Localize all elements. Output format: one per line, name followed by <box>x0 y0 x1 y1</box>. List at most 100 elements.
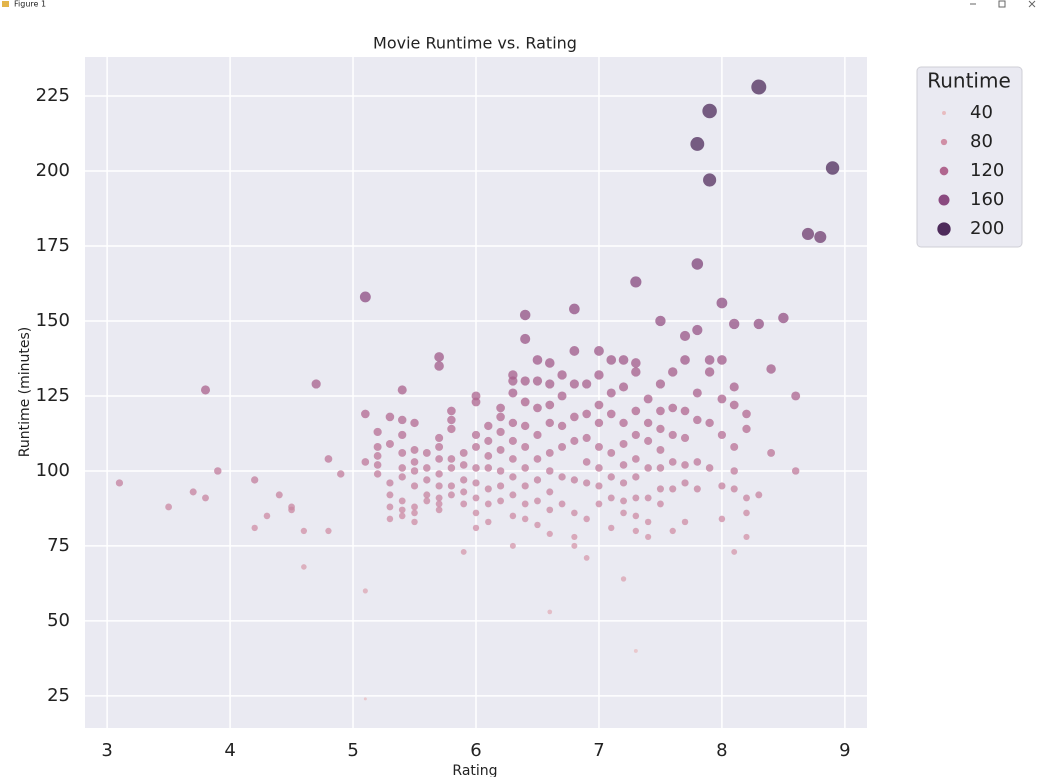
data-point <box>397 415 407 425</box>
data-point <box>607 449 616 457</box>
y-tick-label: 75 <box>47 535 70 556</box>
window-title: Figure 1 <box>14 0 46 9</box>
data-point <box>791 391 801 401</box>
data-point <box>743 509 750 517</box>
x-tick-label: 3 <box>101 740 112 761</box>
data-point <box>373 452 382 460</box>
data-point <box>801 227 815 241</box>
data-point <box>422 449 431 457</box>
data-point <box>263 512 271 520</box>
data-point <box>607 494 615 502</box>
legend-label: 40 <box>970 102 993 123</box>
data-point <box>691 258 704 270</box>
data-point <box>668 458 677 466</box>
data-point <box>411 503 418 511</box>
data-point <box>690 137 705 151</box>
data-point <box>791 467 800 475</box>
data-point <box>692 388 702 398</box>
data-point <box>546 530 553 538</box>
data-point <box>337 470 345 478</box>
data-point <box>521 500 529 508</box>
data-point <box>472 524 480 532</box>
data-point <box>705 464 714 472</box>
data-point <box>508 418 518 428</box>
x-tick-label: 5 <box>347 740 358 761</box>
data-point <box>729 400 739 410</box>
data-point <box>703 173 717 187</box>
data-point <box>693 485 701 493</box>
data-point <box>606 355 617 365</box>
data-point <box>521 482 529 490</box>
data-point <box>595 482 603 490</box>
data-point <box>643 394 653 404</box>
data-point <box>496 446 505 454</box>
data-point <box>656 464 665 472</box>
data-point <box>730 467 738 475</box>
data-point <box>681 479 689 487</box>
data-point <box>644 436 653 445</box>
data-point <box>668 367 678 377</box>
data-point <box>693 458 702 466</box>
data-point <box>435 433 444 443</box>
data-point <box>165 503 172 511</box>
data-point <box>631 455 640 463</box>
data-point <box>582 458 591 466</box>
data-point <box>311 379 321 389</box>
data-point <box>447 482 455 490</box>
data-point <box>435 482 443 490</box>
data-point <box>363 697 367 701</box>
data-point <box>325 527 332 535</box>
data-point <box>645 533 652 541</box>
data-point <box>373 461 382 469</box>
data-point <box>632 494 640 502</box>
data-point <box>657 500 664 508</box>
close-button[interactable] <box>1028 0 1036 8</box>
data-point <box>410 467 419 475</box>
data-point <box>692 324 703 336</box>
data-point <box>435 494 443 502</box>
data-point <box>704 367 715 377</box>
data-point <box>571 509 578 517</box>
data-point <box>533 455 542 463</box>
data-point <box>520 397 530 407</box>
legend-title: Runtime <box>927 69 1011 93</box>
data-point <box>668 430 677 440</box>
x-axis-label: Rating <box>452 763 497 777</box>
data-point <box>460 476 468 484</box>
data-point <box>484 464 493 472</box>
data-point <box>447 464 456 472</box>
data-point <box>361 409 370 419</box>
data-point <box>251 476 259 484</box>
data-point <box>656 446 665 454</box>
data-point <box>534 497 541 505</box>
legend-marker <box>940 138 948 146</box>
data-point <box>608 524 615 532</box>
data-point <box>582 379 592 389</box>
data-point <box>532 355 543 365</box>
data-point <box>656 485 664 493</box>
data-point <box>519 309 531 321</box>
data-point <box>359 291 371 303</box>
data-point <box>594 418 604 428</box>
data-point <box>618 355 629 365</box>
data-point <box>633 648 638 653</box>
data-point <box>595 464 603 472</box>
data-point <box>471 397 481 407</box>
data-point <box>200 385 211 395</box>
data-point <box>447 491 455 499</box>
data-point <box>607 473 615 481</box>
data-point <box>484 500 492 508</box>
x-tick-label: 6 <box>470 740 481 761</box>
maximize-button[interactable] <box>998 0 1006 8</box>
data-point <box>545 400 555 410</box>
data-point <box>644 518 652 526</box>
data-point <box>594 400 604 410</box>
data-point <box>189 488 197 496</box>
data-point <box>546 488 554 496</box>
data-point <box>594 442 603 451</box>
data-point <box>544 358 555 368</box>
data-point <box>717 355 727 365</box>
data-point <box>718 482 726 490</box>
data-point <box>632 527 639 535</box>
data-point <box>398 512 406 520</box>
